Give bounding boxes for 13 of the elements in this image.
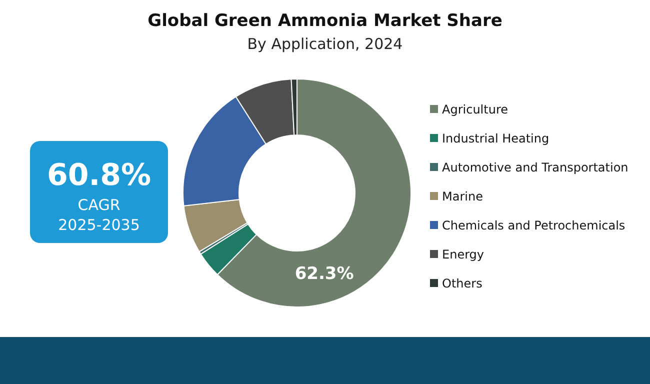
data-label: 62.3% [294, 264, 354, 284]
text: 60.8% [46, 158, 152, 193]
chart-subtitle: By Application, 2024 [247, 35, 403, 53]
legend-label: Others [442, 276, 482, 290]
text: 2025-2035 [58, 216, 140, 234]
legend-label: Chemicals and Petrochemicals [442, 218, 626, 232]
legend-label: Agriculture [442, 102, 508, 116]
legend-label: Energy [442, 247, 484, 262]
text: CAGR [78, 196, 120, 214]
legend-label: Industrial Heating [442, 131, 550, 146]
legend-label: Marine [442, 189, 483, 204]
legend-label: Automotive and Transportation [442, 160, 628, 174]
chart-title: Global Green Ammonia Market Share [148, 11, 502, 31]
